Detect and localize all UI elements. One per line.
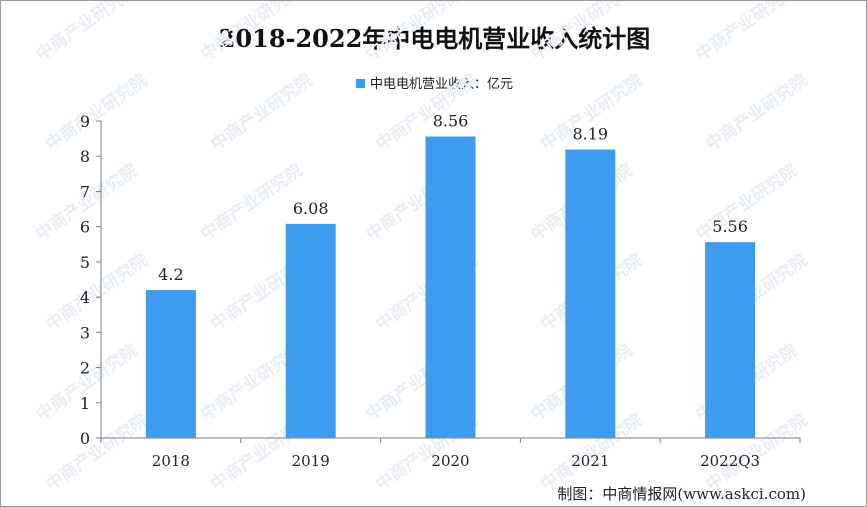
- legend: 中电电机营业收入：亿元: [1, 73, 866, 92]
- y-tick-label: 8: [80, 147, 90, 166]
- y-tick-label: 0: [80, 429, 90, 448]
- data-label: 6.08: [293, 199, 329, 218]
- y-tick-label: 7: [80, 182, 90, 201]
- bar-2018: [145, 290, 196, 438]
- bar-2021: [565, 149, 616, 438]
- y-tick-label: 1: [80, 394, 90, 413]
- x-tick-label: 2022Q3: [700, 452, 760, 470]
- y-tick-label: 6: [80, 218, 90, 237]
- legend-swatch: [355, 79, 365, 88]
- x-tick-label: 2021: [571, 452, 609, 470]
- bar-2020: [425, 136, 476, 438]
- data-label: 4.2: [158, 265, 183, 284]
- y-tick-label: 4: [80, 288, 90, 307]
- chart-title: 2018-2022年中电电机营业收入统计图: [218, 24, 651, 53]
- data-label: 8.56: [433, 111, 469, 130]
- bar-2022Q3: [705, 242, 756, 438]
- y-tick-label: 2: [80, 359, 90, 378]
- y-tick-label: 9: [80, 112, 90, 131]
- legend-label: 中电电机营业收入：亿元: [369, 77, 513, 92]
- data-label: 5.56: [712, 217, 748, 236]
- y-tick-label: 3: [80, 323, 90, 342]
- bar-2019: [285, 223, 336, 438]
- y-tick-label: 5: [80, 253, 90, 272]
- x-tick-label: 2018: [152, 452, 190, 470]
- x-tick-label: 2020: [431, 452, 469, 470]
- source-credit: 制图：中商情报网(www.askci.com): [557, 485, 806, 503]
- x-tick-label: 2019: [292, 452, 330, 470]
- data-label: 8.19: [572, 125, 608, 144]
